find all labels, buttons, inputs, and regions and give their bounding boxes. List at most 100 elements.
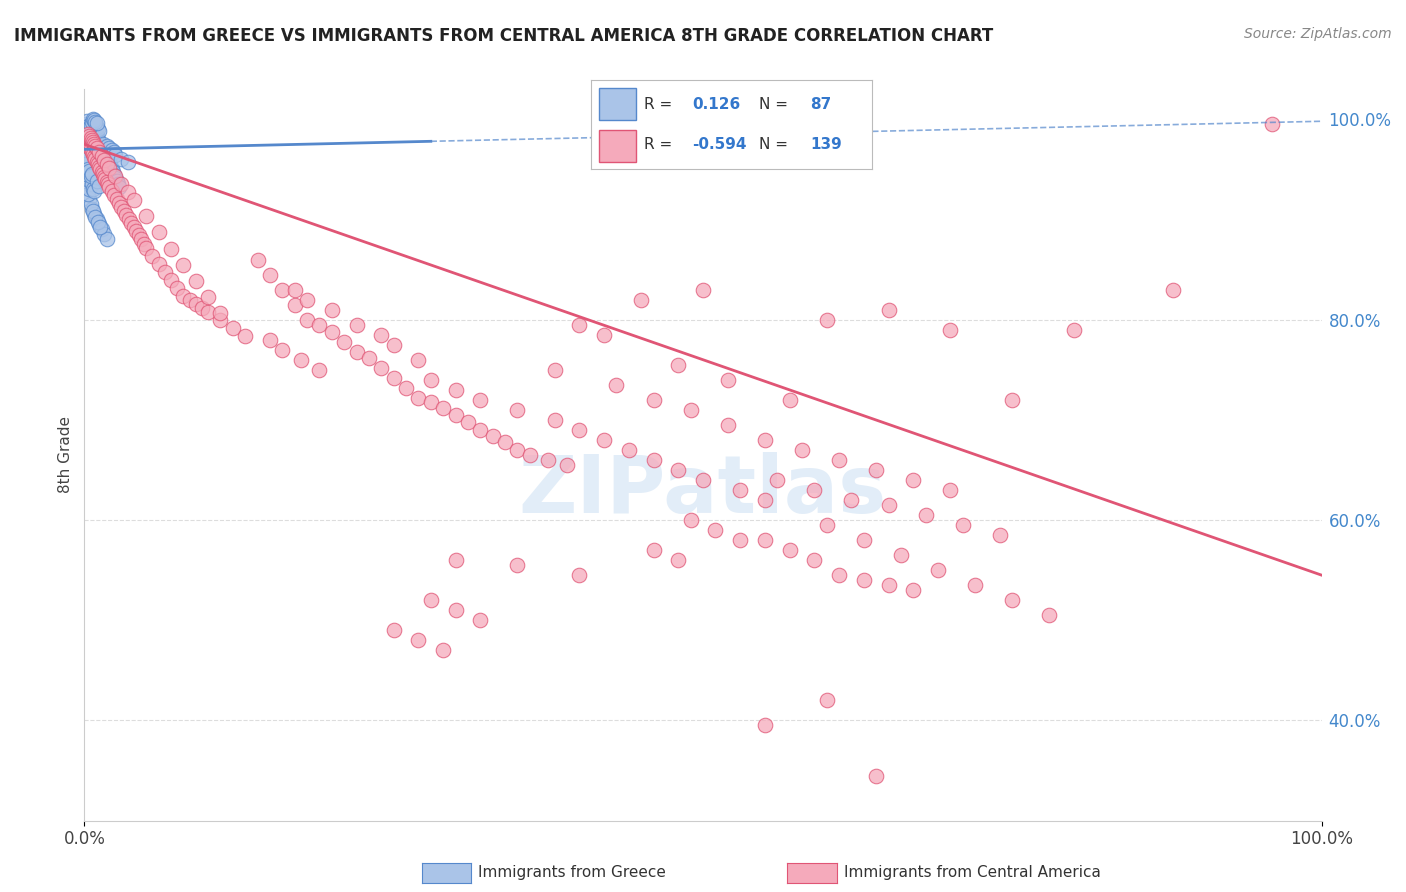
Point [129,232,152,246]
Point [284,298,307,312]
Point [617,442,640,457]
FancyBboxPatch shape [599,130,636,162]
Point [117,155,139,169]
Point [100,162,122,177]
Point [754,433,776,447]
Point [903,473,925,487]
Point [903,583,925,598]
Point [865,768,887,782]
Point [86,129,108,144]
Point [76,124,98,138]
Point [100,185,122,199]
Point [346,344,368,359]
Point [117,186,139,200]
Point [89,124,111,138]
Point [1001,392,1024,407]
Point [84,115,107,129]
Point [160,242,183,256]
Point [83,185,105,199]
Point [86,141,108,155]
Point [79,129,101,144]
Text: ZIPatlas: ZIPatlas [519,452,887,531]
Text: N =: N = [759,97,789,112]
Point [87,215,110,229]
Text: N =: N = [759,137,789,152]
Point [370,327,392,342]
Point [1038,608,1060,623]
Point [80,136,103,151]
Point [89,138,111,153]
Point [76,114,98,128]
Point [120,217,142,231]
Point [93,149,115,163]
Point [86,212,108,227]
Point [128,228,150,243]
Point [77,137,100,152]
Text: IMMIGRANTS FROM GREECE VS IMMIGRANTS FROM CENTRAL AMERICA 8TH GRADE CORRELATION : IMMIGRANTS FROM GREECE VS IMMIGRANTS FRO… [14,27,993,45]
Point [419,373,441,387]
Point [90,149,112,163]
Point [90,141,112,155]
Point [91,137,114,152]
Point [395,381,418,395]
Point [457,415,479,429]
Point [86,120,108,135]
Point [77,120,100,134]
Point [728,483,751,497]
Point [79,142,101,156]
Point [209,305,232,319]
Point [148,256,170,270]
Point [444,383,467,397]
Point [877,578,900,592]
Point [132,236,155,251]
Point [593,327,616,342]
Point [506,442,529,457]
Point [643,392,665,407]
Point [172,258,194,272]
Point [80,121,103,136]
Point [76,172,98,186]
Point [83,207,105,221]
Point [593,433,616,447]
Point [104,171,127,186]
Point [89,136,111,150]
Point [89,161,111,175]
Point [321,302,343,317]
Point [84,128,107,142]
Point [357,351,380,365]
Point [75,117,97,131]
Point [84,211,107,225]
Point [77,187,100,202]
Point [104,169,127,184]
Point [76,134,98,148]
Point [80,178,103,192]
Point [321,325,343,339]
Point [91,146,114,161]
Point [927,563,949,577]
Point [408,352,430,367]
Point [841,493,863,508]
Point [83,150,105,164]
Point [408,391,430,405]
Point [568,568,591,582]
Point [75,167,97,181]
Point [77,162,100,177]
Point [79,197,101,211]
Point [828,568,851,582]
Point [506,558,529,573]
Point [82,182,104,196]
Point [666,358,689,372]
Point [865,463,887,477]
Point [118,212,141,227]
Point [77,128,100,142]
Point [79,131,101,145]
Point [790,442,813,457]
Point [82,130,104,145]
Point [494,434,516,449]
Point [79,118,101,132]
Point [1161,283,1184,297]
Point [1001,593,1024,607]
Point [308,363,330,377]
Point [77,128,100,142]
Text: Immigrants from Central America: Immigrants from Central America [844,865,1101,880]
